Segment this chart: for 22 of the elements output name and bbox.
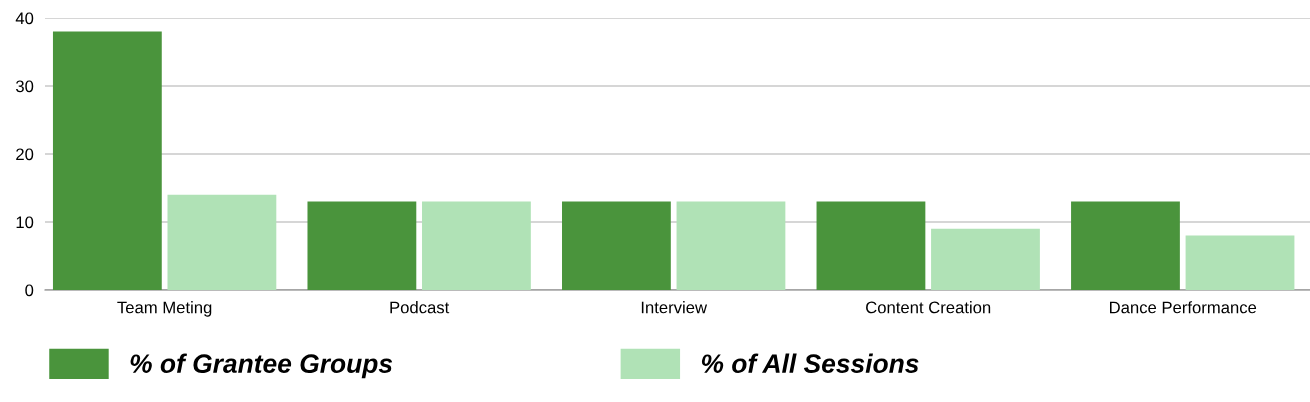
bar xyxy=(931,228,1040,290)
y-tick-label: 40 xyxy=(15,12,34,25)
bar xyxy=(1071,201,1180,290)
y-tick-label: 0 xyxy=(25,284,34,297)
bar xyxy=(816,201,926,290)
x-tick-label: Dance Performance xyxy=(1110,301,1257,314)
x-tick-label: Interview xyxy=(641,301,708,314)
bar xyxy=(562,201,671,290)
y-tick-label: 10 xyxy=(16,216,34,229)
bar xyxy=(52,31,162,290)
y-tick-label: 20 xyxy=(16,148,34,161)
legend-label: % of All Sessions xyxy=(701,353,919,373)
x-tick-label: Podcast xyxy=(390,301,450,314)
bar xyxy=(676,201,786,290)
y-tick-label: 30 xyxy=(15,80,34,93)
bar xyxy=(307,201,417,290)
bar xyxy=(167,194,277,290)
bar xyxy=(1185,235,1295,290)
x-tick-label: Team Meting xyxy=(117,301,212,317)
legend-label: % of Grantee Groups xyxy=(130,353,393,379)
bar xyxy=(422,201,531,290)
x-tick-label: Content Creation xyxy=(866,301,991,314)
